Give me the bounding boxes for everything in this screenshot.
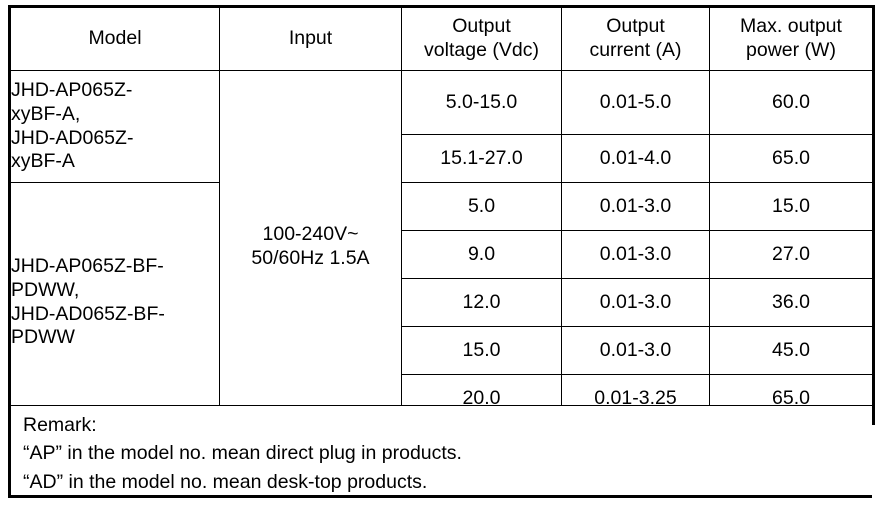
model-group-cell-2: JHD-AP065Z-BF- PDWW, JHD-AD065Z-BF- PDWW: [9, 182, 220, 424]
table-body: JHD-AP065Z- xyBF-A, JHD-AD065Z- xyBF-A 1…: [9, 70, 874, 424]
column-header-output-voltage-line-2: voltage (Vdc): [424, 39, 539, 61]
input-cell: 100-240V~ 50/60Hz 1.5A: [219, 70, 402, 424]
column-header-max-output-power-line-1: Max. output: [740, 15, 842, 38]
output-voltage-value: 9.0: [401, 230, 562, 279]
column-header-output-current-line-2: current (A): [589, 39, 682, 61]
column-header-model-line-1: Model: [88, 27, 142, 50]
max-output-power-value: 15.0: [709, 182, 874, 231]
table-row: 15.0 0.01-3.0 45.0: [10, 326, 874, 375]
table-header: Model Input Output voltage (Vdc) Output …: [9, 6, 874, 71]
model-group-2-line-3: JHD-AD065Z-BF-: [11, 302, 165, 325]
model-group-2-line-4: PDWW: [11, 326, 75, 349]
output-voltage-value: 15.0: [401, 326, 562, 375]
output-voltage-value: 5.0: [401, 182, 562, 231]
max-output-power-value: 45.0: [709, 326, 874, 375]
output-voltage-value: 15.1-27.0: [401, 134, 562, 183]
output-voltage-value: 12.0: [401, 278, 562, 327]
model-group-2-line-1: JHD-AP065Z-BF-: [11, 254, 164, 277]
model-group-1-line-1: JHD-AP065Z-: [11, 78, 133, 101]
table-row: JHD-AP065Z- xyBF-A, JHD-AD065Z- xyBF-A 1…: [9, 70, 874, 424]
output-current-value: 0.01-5.0: [561, 70, 710, 135]
remark-line-3: “AD” in the model no. mean desk-top prod…: [23, 470, 428, 493]
table-row: 15.1-27.0 0.01-4.0 65.0: [10, 134, 874, 183]
table-row: JHD-AP065Z-BF- PDWW, JHD-AD065Z-BF- PDWW…: [9, 182, 874, 424]
header-row: Model Input Output voltage (Vdc) Output …: [9, 6, 874, 71]
output-current-value: 0.01-3.0: [561, 326, 710, 375]
model-group-1-line-4: xyBF-A: [11, 150, 75, 173]
remark-line-1: Remark:: [23, 414, 97, 436]
output-current-value: 0.01-3.0: [561, 278, 710, 327]
remark-block: Remark: “AP” in the model no. mean direc…: [8, 405, 872, 498]
model-group-2-line-2: PDWW,: [11, 278, 80, 301]
model-group-1-line-3: JHD-AD065Z-: [11, 126, 134, 149]
table-row: 9.0 0.01-3.0 27.0: [10, 230, 874, 279]
input-line-2: 50/60Hz 1.5A: [251, 246, 370, 269]
max-output-power-value: 36.0: [709, 278, 874, 327]
column-header-input-line-1: Input: [288, 27, 333, 50]
table-row: 12.0 0.01-3.0 36.0: [10, 278, 874, 327]
power-specification-table: Model Input Output voltage (Vdc) Output …: [8, 5, 875, 425]
output-current-value: 0.01-3.0: [561, 230, 710, 279]
remark-line-2: “AP” in the model no. mean direct plug i…: [23, 442, 462, 465]
column-header-output-current: Output current (A): [561, 6, 710, 71]
column-header-output-voltage: Output voltage (Vdc): [401, 6, 562, 71]
column-header-input: Input: [219, 6, 402, 71]
column-header-output-current-line-1: Output: [606, 15, 665, 38]
column-header-model: Model: [9, 6, 220, 71]
column-header-max-output-power-line-2: power (W): [746, 39, 836, 61]
input-line-1: 100-240V~: [262, 222, 359, 245]
column-header-max-output-power: Max. output power (W): [709, 6, 874, 71]
max-output-power-value: 60.0: [709, 70, 874, 135]
output-voltage-value: 5.0-15.0: [401, 70, 562, 135]
output-current-value: 0.01-4.0: [561, 134, 710, 183]
max-output-power-value: 65.0: [709, 134, 874, 183]
model-group-1-line-2: xyBF-A,: [11, 102, 81, 125]
column-header-output-voltage-line-1: Output: [452, 15, 511, 38]
model-group-cell-1: JHD-AP065Z- xyBF-A, JHD-AD065Z- xyBF-A: [9, 70, 220, 183]
output-current-value: 0.01-3.0: [561, 182, 710, 231]
max-output-power-value: 27.0: [709, 230, 874, 279]
